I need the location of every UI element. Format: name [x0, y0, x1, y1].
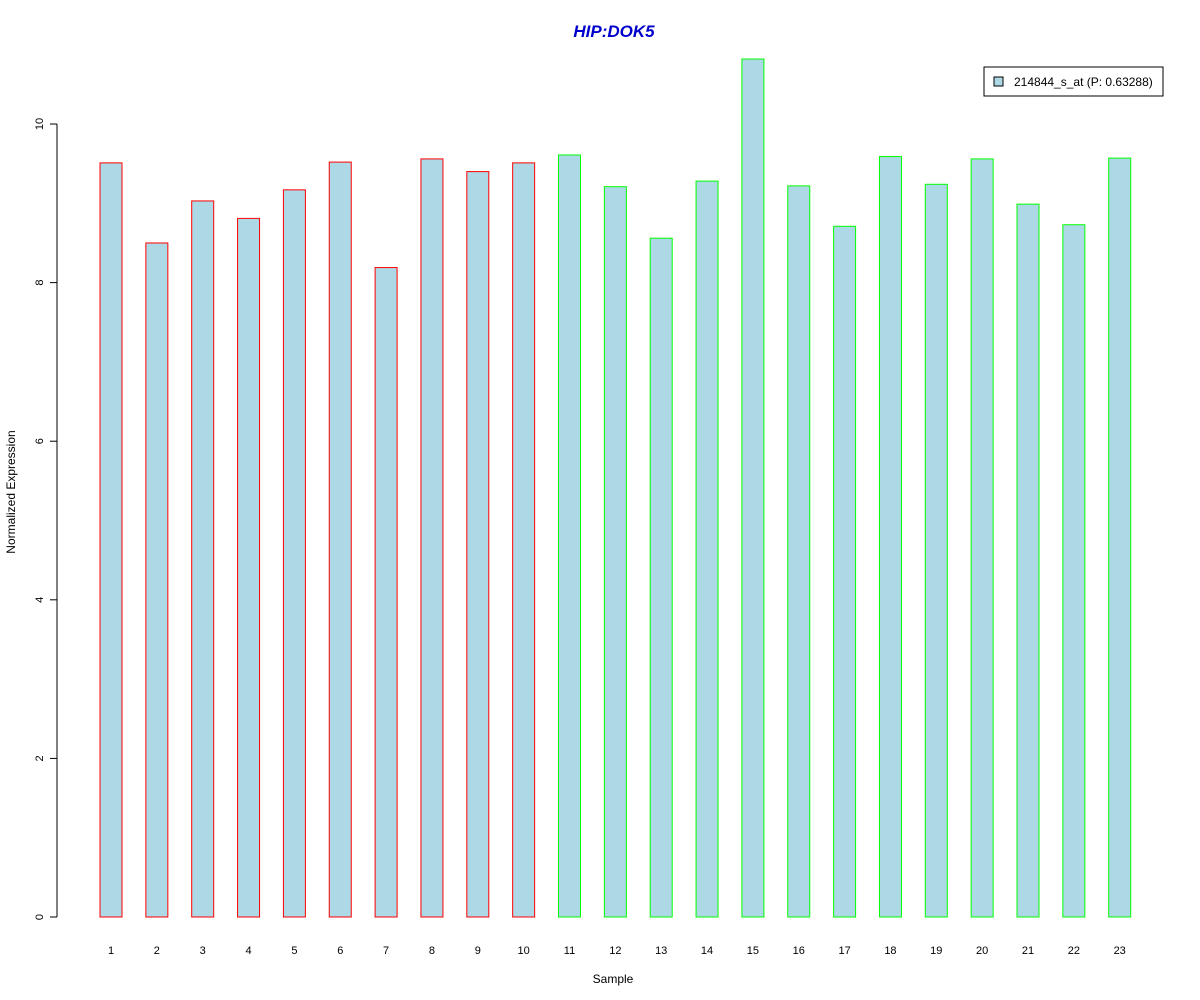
x-tick-label: 9 — [475, 945, 481, 957]
bar-sample-3 — [191, 200, 215, 918]
legend-box — [983, 66, 1164, 97]
y-tick-label: 8 — [34, 280, 46, 286]
x-tick-label: 8 — [429, 945, 435, 957]
x-tick-label: 19 — [930, 945, 942, 957]
bar-sample-2 — [145, 242, 169, 918]
legend-swatch — [993, 76, 1004, 87]
legend-label: 214844_s_at (P: 0.63288) — [1014, 75, 1153, 89]
bar-sample-15 — [741, 58, 765, 918]
bar-sample-20 — [970, 158, 994, 918]
x-tick-label: 1 — [108, 945, 114, 957]
x-tick-label: 5 — [291, 945, 297, 957]
x-axis-label: Sample — [593, 972, 634, 986]
legend: 214844_s_at (P: 0.63288) — [983, 66, 1164, 97]
x-tick-label: 16 — [793, 945, 805, 957]
bar-sample-23 — [1108, 157, 1132, 918]
x-tick-label: 10 — [518, 945, 530, 957]
chart-title: HIP:DOK5 — [573, 22, 655, 41]
x-tick-label: 3 — [200, 945, 206, 957]
x-tick-label: 11 — [564, 945, 575, 957]
x-tick-label: 13 — [655, 945, 667, 957]
x-tick-label: 17 — [838, 945, 850, 957]
y-tick-label: 10 — [34, 118, 46, 130]
bar-sample-21 — [1016, 203, 1040, 918]
x-tick-label: 2 — [154, 945, 160, 957]
bar-sample-8 — [420, 158, 444, 918]
bar-sample-16 — [787, 185, 811, 918]
y-tick-label: 4 — [34, 597, 46, 603]
y-axis-label: Normalized Expression — [4, 430, 18, 553]
bar-sample-5 — [282, 189, 306, 918]
bar-sample-17 — [833, 225, 857, 918]
bar-sample-13 — [649, 237, 673, 918]
x-tick-label: 4 — [245, 945, 251, 957]
bar-sample-18 — [878, 156, 902, 918]
y-tick-label: 6 — [34, 438, 46, 444]
bar-sample-19 — [924, 183, 948, 918]
bar-sample-6 — [328, 161, 352, 918]
bar-sample-4 — [237, 217, 261, 918]
y-tick-label: 2 — [34, 755, 46, 761]
x-tick-label: 7 — [383, 945, 389, 957]
x-tick-label: 21 — [1022, 945, 1034, 957]
y-axis: 0 2 4 6 8 10 — [34, 118, 58, 920]
bar-sample-7 — [374, 267, 398, 918]
bars — [99, 58, 1132, 918]
bar-sample-14 — [695, 180, 719, 918]
bar-sample-22 — [1062, 224, 1086, 918]
bar-sample-12 — [603, 186, 627, 918]
x-tick-label: 20 — [976, 945, 988, 957]
bar-sample-1 — [99, 162, 123, 918]
x-tick-label: 6 — [337, 945, 343, 957]
x-tick-label: 12 — [609, 945, 621, 957]
x-tick-label: 18 — [884, 945, 896, 957]
x-tick-label: 23 — [1114, 945, 1126, 957]
x-tick-label: 15 — [747, 945, 759, 957]
x-tick-label: 22 — [1068, 945, 1080, 957]
x-axis-ticks: 1 2 3 4 5 6 7 8 9 10 11 12 13 14 15 16 17 18 19 20 21 22 23 — [108, 945, 1126, 957]
bar-sample-10 — [512, 162, 536, 918]
bar-sample-9 — [466, 171, 490, 918]
y-tick-label: 0 — [34, 914, 46, 920]
x-tick-label: 14 — [701, 945, 713, 957]
bar-sample-11 — [558, 154, 581, 918]
